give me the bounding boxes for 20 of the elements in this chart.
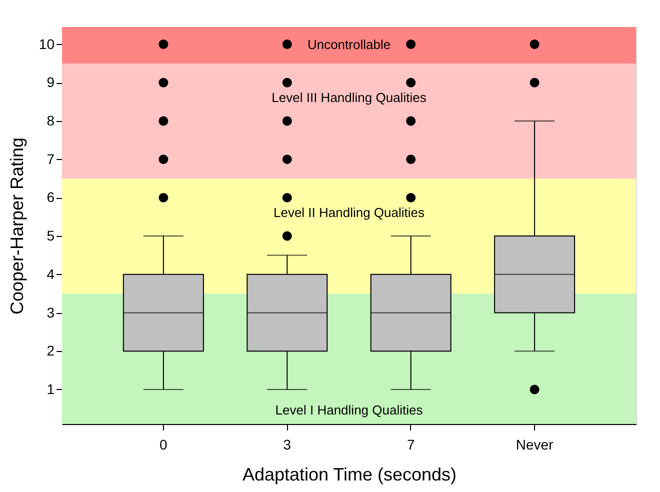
y-tick-label: 6 xyxy=(46,189,55,206)
y-tick-label: 10 xyxy=(38,36,55,52)
y-tick-label: 5 xyxy=(46,228,55,244)
band-label: Level III Handling Qualities xyxy=(272,90,427,105)
y-tick-label: 8 xyxy=(46,112,55,128)
y-tick-label: 3 xyxy=(46,304,55,320)
y-tick-label: 9 xyxy=(46,74,55,90)
x-tick-label: 3 xyxy=(283,436,292,452)
y-tick-label: 2 xyxy=(46,342,55,359)
x-tick-label: 7 xyxy=(406,436,415,452)
x-tick-label: Never xyxy=(516,436,554,452)
y-tick-label: 1 xyxy=(46,380,55,397)
y-tick-label: 4 xyxy=(46,266,55,282)
y-axis-title: Cooper-Harper Rating xyxy=(6,137,27,315)
band-label: Level I Handling Qualities xyxy=(275,402,424,418)
x-tick-label: 0 xyxy=(160,436,168,452)
band-label: Uncontrollable xyxy=(307,37,391,52)
y-tick-label: 7 xyxy=(46,150,55,167)
x-axis-title: Adaptation Time (seconds) xyxy=(242,464,457,484)
band-label: Level II Handling Qualities xyxy=(273,205,426,220)
